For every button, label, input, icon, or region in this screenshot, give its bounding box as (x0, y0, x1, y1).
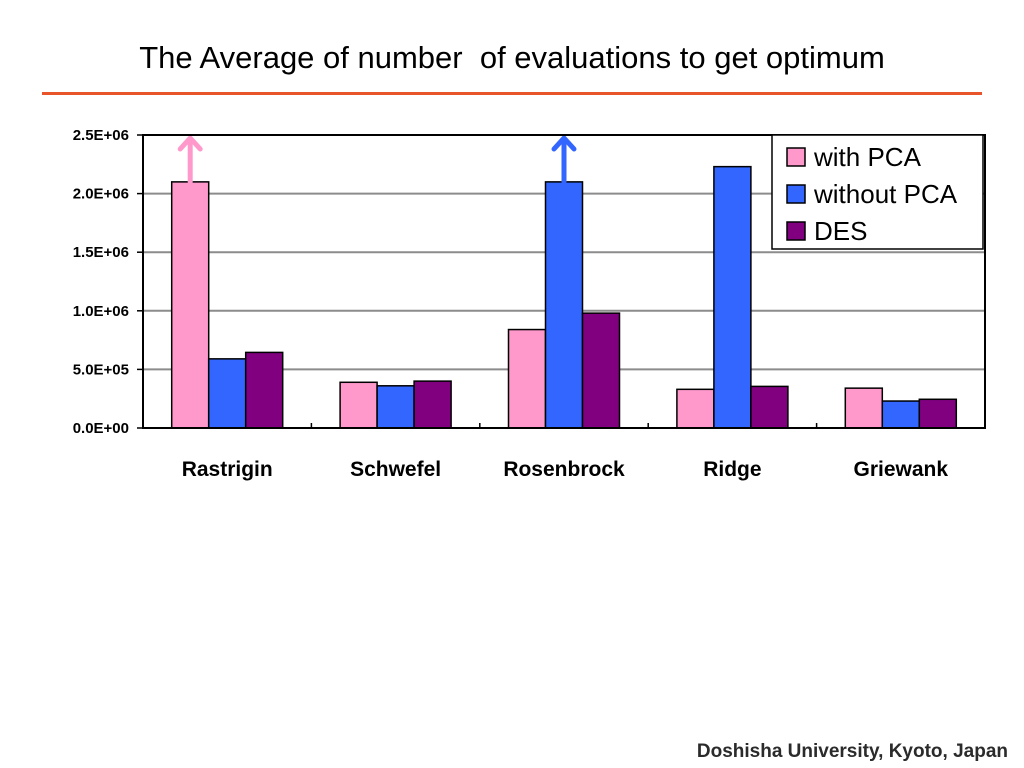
plot-frame (142, 134, 986, 429)
overflow-arrow (551, 135, 577, 185)
bar (207, 358, 247, 429)
legend-swatch (786, 147, 806, 167)
bar (170, 181, 210, 429)
x-category-label: Rosenbrock (503, 458, 625, 481)
legend-swatch (786, 221, 806, 241)
y-tick-label: 2.5E+06 (73, 127, 129, 144)
x-category-label: Ridge (703, 458, 761, 481)
title-divider (42, 92, 982, 95)
bar (244, 351, 284, 429)
bar (339, 381, 378, 429)
slide-title: The Average of number of evaluations to … (139, 40, 885, 75)
bar-chart: 0.0E+00 5.0E+05 1.0E+06 1.5E+06 2.0E+06 2.5E+… (73, 127, 986, 481)
bar (881, 400, 921, 429)
arrow-head (551, 135, 577, 152)
bar (713, 165, 752, 429)
bar (581, 312, 621, 429)
bar (507, 328, 547, 429)
arrow-head (177, 135, 203, 152)
legend-label: with PCA (813, 142, 922, 172)
bar (918, 398, 958, 429)
y-tick-label: 5.0E+05 (73, 361, 129, 378)
bar (750, 385, 789, 429)
bar (544, 181, 584, 429)
y-tick-label: 0.0E+00 (73, 420, 129, 437)
x-category-label: Griewank (854, 458, 949, 481)
x-category-label: Rastrigin (182, 458, 273, 481)
overflow-arrow (177, 135, 203, 185)
bar (413, 380, 452, 429)
bar (844, 387, 884, 429)
legend-label: DES (814, 216, 867, 246)
footer-affiliation: Doshisha University, Kyoto, Japan (696, 741, 1008, 762)
x-category-label: Schwefel (350, 458, 441, 481)
y-tick-label: 2.0E+06 (73, 186, 129, 203)
legend-label: without PCA (813, 179, 958, 209)
legend-swatch (786, 184, 806, 204)
y-tick-label: 1.5E+06 (73, 244, 129, 261)
y-tick-label: 1.0E+06 (73, 303, 129, 320)
legend-box (771, 134, 984, 250)
bar (676, 388, 715, 429)
bar (376, 385, 415, 429)
